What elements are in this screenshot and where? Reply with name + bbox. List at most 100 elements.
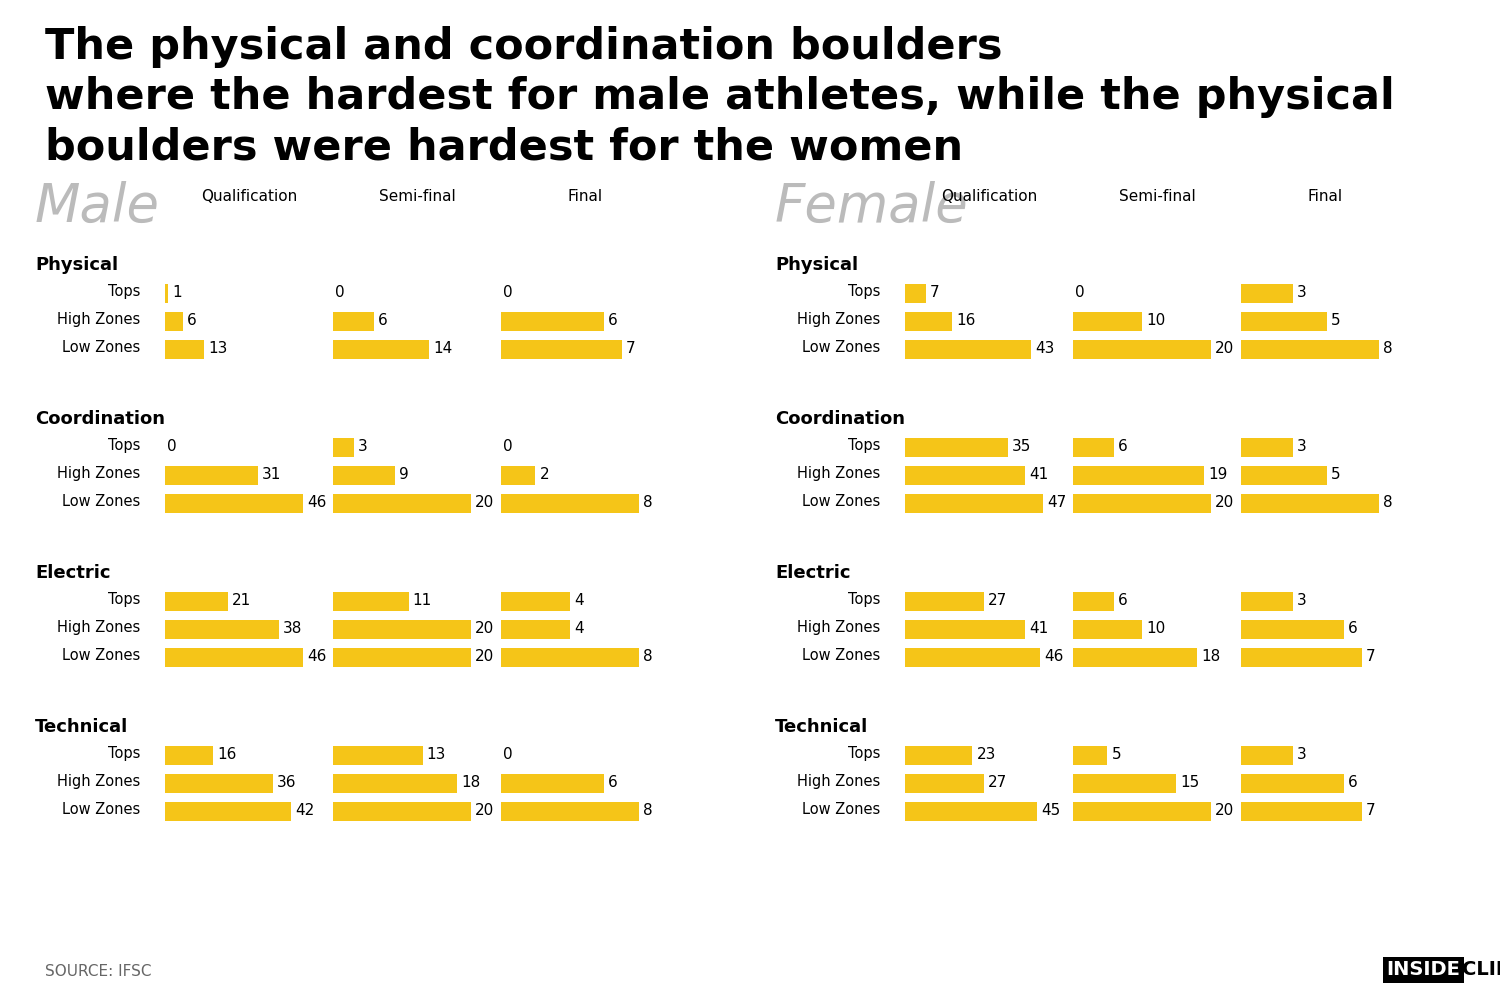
Text: 0: 0	[503, 747, 513, 762]
Text: Qualification: Qualification	[201, 189, 297, 204]
FancyBboxPatch shape	[1072, 312, 1142, 331]
FancyBboxPatch shape	[904, 494, 1042, 513]
Text: Female: Female	[776, 181, 969, 233]
Text: Low Zones: Low Zones	[801, 648, 880, 663]
FancyBboxPatch shape	[904, 284, 926, 303]
Text: 7: 7	[1365, 649, 1376, 664]
Text: Low Zones: Low Zones	[62, 802, 140, 817]
Text: 1: 1	[172, 285, 182, 300]
Text: Tops: Tops	[847, 438, 880, 453]
Text: 46: 46	[308, 495, 326, 510]
Text: High Zones: High Zones	[57, 774, 140, 789]
FancyBboxPatch shape	[904, 592, 984, 611]
Text: 20: 20	[476, 621, 494, 636]
Text: 10: 10	[1146, 621, 1166, 636]
Text: 20: 20	[1215, 495, 1234, 510]
Text: 20: 20	[1215, 341, 1234, 356]
Text: 38: 38	[284, 621, 302, 636]
Text: 16: 16	[956, 313, 975, 328]
Text: Semi-final: Semi-final	[378, 189, 456, 204]
FancyBboxPatch shape	[1240, 466, 1328, 485]
Text: Coordination: Coordination	[34, 410, 165, 428]
Text: 0: 0	[166, 439, 177, 454]
FancyBboxPatch shape	[501, 466, 536, 485]
FancyBboxPatch shape	[1240, 312, 1328, 331]
Text: 0: 0	[1076, 285, 1084, 300]
Text: Semi-final: Semi-final	[1119, 189, 1196, 204]
Text: 46: 46	[1044, 649, 1064, 664]
FancyBboxPatch shape	[1072, 620, 1142, 639]
FancyBboxPatch shape	[165, 466, 258, 485]
FancyBboxPatch shape	[1240, 592, 1293, 611]
Text: Low Zones: Low Zones	[801, 494, 880, 509]
FancyBboxPatch shape	[165, 592, 228, 611]
Text: 3: 3	[1296, 747, 1306, 762]
Text: 3: 3	[1296, 285, 1306, 300]
Text: 6: 6	[1348, 775, 1358, 790]
Text: 13: 13	[426, 747, 445, 762]
Text: 41: 41	[1029, 621, 1048, 636]
Text: Final: Final	[567, 189, 603, 204]
FancyBboxPatch shape	[1240, 620, 1344, 639]
FancyBboxPatch shape	[165, 802, 291, 821]
Text: High Zones: High Zones	[796, 620, 880, 635]
FancyBboxPatch shape	[904, 466, 1024, 485]
Text: Final: Final	[1308, 189, 1342, 204]
FancyBboxPatch shape	[1072, 802, 1210, 821]
Text: 8: 8	[644, 803, 652, 818]
FancyBboxPatch shape	[333, 466, 394, 485]
FancyBboxPatch shape	[904, 648, 1040, 667]
FancyBboxPatch shape	[165, 620, 279, 639]
Text: 6: 6	[378, 313, 388, 328]
Text: Tops: Tops	[847, 592, 880, 607]
Text: Tops: Tops	[108, 592, 140, 607]
Text: 20: 20	[1215, 803, 1234, 818]
FancyBboxPatch shape	[333, 438, 354, 457]
FancyBboxPatch shape	[1240, 648, 1362, 667]
Text: 13: 13	[209, 341, 228, 356]
FancyBboxPatch shape	[165, 648, 303, 667]
Text: 46: 46	[308, 649, 326, 664]
Text: 4: 4	[574, 621, 584, 636]
FancyBboxPatch shape	[333, 312, 375, 331]
FancyBboxPatch shape	[333, 802, 471, 821]
Text: 35: 35	[1011, 439, 1031, 454]
Text: 11: 11	[413, 593, 432, 608]
Text: Technical: Technical	[776, 718, 868, 736]
Text: Electric: Electric	[34, 564, 111, 582]
Text: High Zones: High Zones	[796, 466, 880, 481]
Text: Qualification: Qualification	[940, 189, 1036, 204]
Text: 0: 0	[503, 285, 513, 300]
Text: Low Zones: Low Zones	[62, 340, 140, 355]
FancyBboxPatch shape	[501, 340, 621, 359]
FancyBboxPatch shape	[165, 312, 183, 331]
Text: Tops: Tops	[108, 746, 140, 761]
FancyBboxPatch shape	[501, 312, 605, 331]
FancyBboxPatch shape	[333, 620, 471, 639]
Text: 3: 3	[357, 439, 368, 454]
Text: 6: 6	[609, 313, 618, 328]
FancyBboxPatch shape	[904, 340, 1030, 359]
Text: 2: 2	[540, 467, 549, 482]
Text: 5: 5	[1112, 747, 1120, 762]
FancyBboxPatch shape	[333, 746, 423, 765]
Text: 6: 6	[1119, 439, 1128, 454]
Text: 9: 9	[399, 467, 408, 482]
FancyBboxPatch shape	[165, 746, 213, 765]
Text: 8: 8	[644, 495, 652, 510]
Text: Tops: Tops	[108, 284, 140, 299]
Text: 47: 47	[1047, 495, 1066, 510]
Text: Low Zones: Low Zones	[801, 802, 880, 817]
Text: 7: 7	[1365, 803, 1376, 818]
Text: 31: 31	[262, 467, 280, 482]
FancyBboxPatch shape	[501, 802, 639, 821]
FancyBboxPatch shape	[333, 648, 471, 667]
Text: 0: 0	[503, 439, 513, 454]
FancyBboxPatch shape	[1072, 746, 1107, 765]
Text: High Zones: High Zones	[57, 312, 140, 327]
FancyBboxPatch shape	[333, 592, 410, 611]
FancyBboxPatch shape	[1072, 466, 1204, 485]
Text: 10: 10	[1146, 313, 1166, 328]
FancyBboxPatch shape	[1240, 340, 1378, 359]
Text: 8: 8	[1383, 341, 1392, 356]
